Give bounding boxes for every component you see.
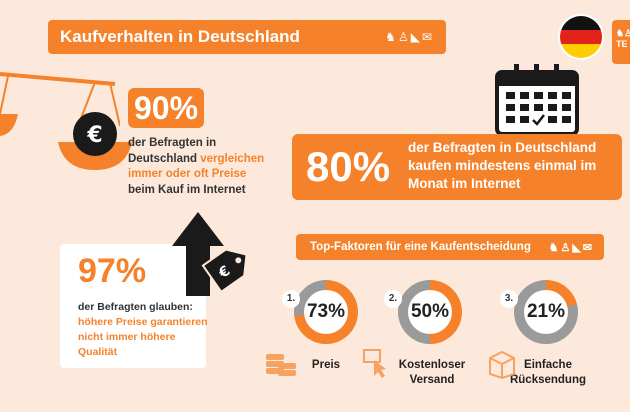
stat-97-card: 97% der Befragten glauben: höhere Preise… <box>60 244 208 368</box>
factor-label-returns: Einfache Rücksendung <box>509 359 587 386</box>
coins-icon <box>266 354 296 376</box>
factor-percent: 50% <box>408 290 452 334</box>
title-bar: Kaufverhalten in Deutschland ♞♙◣✉ <box>48 20 446 54</box>
balance-scale-icon <box>0 72 120 136</box>
rocking-horse-icon: ♞ <box>385 30 398 44</box>
factor-percent: 21% <box>524 290 568 334</box>
stat-97-value: 97% <box>78 252 147 290</box>
category-icons-small: ♞♙◣✉ <box>548 241 594 254</box>
price-increase-icon: € <box>172 212 248 296</box>
stat-90-text: der Befragten in Deutschland vergleichen… <box>128 137 265 196</box>
factors-title: Top-Faktoren für eine Kaufentscheidung <box>310 241 531 253</box>
factor-rank: 3. <box>500 290 518 308</box>
stat-97-text: der Befragten glauben: höhere Preise gar… <box>78 301 208 358</box>
stat-90-value: 90% <box>128 88 204 128</box>
category-icons: ♞♙◣✉ <box>385 30 434 44</box>
donut-chart-price: 73% <box>294 280 358 344</box>
calendar-icon <box>495 64 579 136</box>
shoe-icon: ◣ <box>410 30 422 44</box>
factor-label-price: Preis <box>311 359 341 371</box>
dress-icon: ♙ <box>397 30 411 44</box>
return-box-icon <box>489 350 515 380</box>
click-cursor-icon <box>363 349 386 378</box>
factors-title-bar: Top-Faktoren für eine Kaufentscheidung ♞… <box>296 234 604 260</box>
stat-80-box: 80% der Befragten in Deutschland kaufen … <box>292 134 622 200</box>
germany-flag-icon <box>560 16 602 58</box>
donut-chart-returns: 21% <box>514 280 578 344</box>
factor-percent: 73% <box>304 290 348 334</box>
factor-rank: 2. <box>384 290 402 308</box>
page-title: Kaufverhalten in Deutschland <box>60 27 300 46</box>
euro-coin-icon: € <box>58 112 132 170</box>
brand-logo: ♞♙ TE <box>612 20 630 64</box>
factor-rank: 1. <box>282 290 300 308</box>
stat-80-value: 80% <box>306 143 391 190</box>
stat-80-text: der Befragten in Deutschland kaufen mind… <box>408 140 597 191</box>
factor-label-shipping: Kostenloser Versand <box>398 359 466 386</box>
donut-chart-shipping: 50% <box>398 280 462 344</box>
svg-text:€: € <box>86 123 102 148</box>
mail-icon: ✉ <box>421 30 434 44</box>
